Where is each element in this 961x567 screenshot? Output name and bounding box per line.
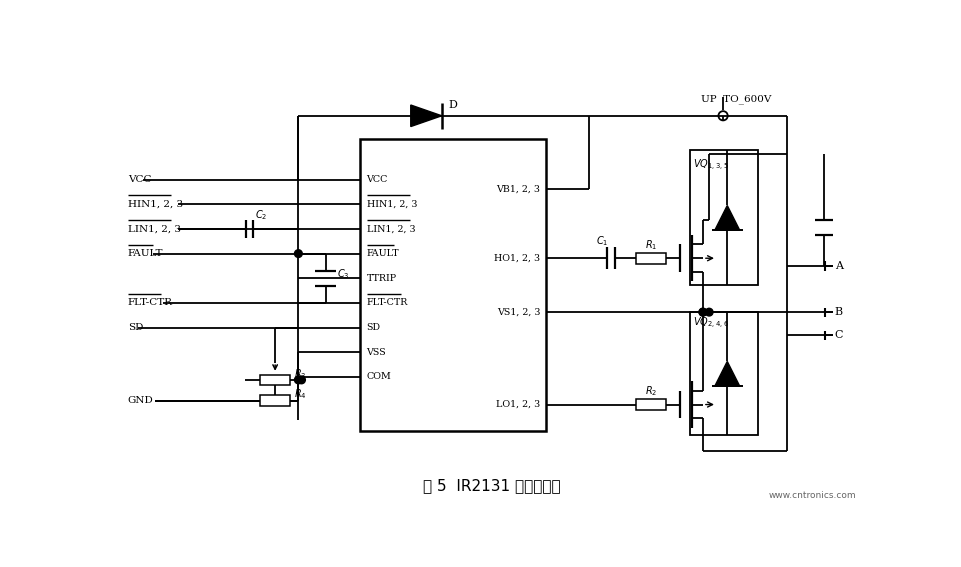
Text: $VQ_{2, 4, 6}$: $VQ_{2, 4, 6}$: [693, 316, 728, 331]
Text: HIN1, 2, 3: HIN1, 2, 3: [128, 200, 183, 209]
Text: $C_3$: $C_3$: [337, 268, 350, 281]
Text: $C_1$: $C_1$: [596, 234, 608, 248]
Text: C: C: [835, 330, 843, 340]
Text: FLT-CTR: FLT-CTR: [366, 298, 408, 307]
Text: $R_1$: $R_1$: [645, 238, 657, 252]
Text: LO1, 2, 3: LO1, 2, 3: [496, 400, 540, 409]
Text: $VQ_{1, 3, 5}$: $VQ_{1, 3, 5}$: [693, 158, 728, 174]
Text: VCC: VCC: [366, 175, 388, 184]
Circle shape: [294, 376, 303, 384]
Text: $C_2$: $C_2$: [255, 208, 267, 222]
Text: 图 5  IR2131 的驱动电路: 图 5 IR2131 的驱动电路: [423, 478, 561, 493]
Text: B: B: [835, 307, 843, 317]
Bar: [636, 253, 666, 264]
Circle shape: [298, 376, 306, 384]
Bar: [690, 312, 758, 435]
Polygon shape: [715, 361, 740, 386]
Circle shape: [705, 308, 713, 316]
Text: SD: SD: [128, 323, 143, 332]
Text: D: D: [448, 100, 456, 110]
Circle shape: [294, 249, 303, 257]
Text: VS1, 2, 3: VS1, 2, 3: [497, 308, 540, 316]
Text: $R_4$: $R_4$: [294, 388, 307, 401]
Text: TTRIP: TTRIP: [366, 274, 397, 283]
Circle shape: [699, 308, 706, 316]
Text: A: A: [835, 261, 843, 271]
Text: FAULT: FAULT: [128, 249, 163, 258]
Bar: [690, 150, 758, 285]
Bar: [360, 139, 547, 431]
Bar: [636, 399, 666, 410]
Text: SD: SD: [366, 323, 381, 332]
Polygon shape: [410, 105, 442, 126]
Text: UP  TO_600V: UP TO_600V: [702, 94, 772, 104]
Text: FAULT: FAULT: [366, 249, 399, 258]
Text: $R_2$: $R_2$: [645, 384, 657, 399]
Bar: [260, 374, 290, 386]
Text: VCC: VCC: [128, 175, 152, 184]
Text: COM: COM: [366, 373, 391, 382]
Text: HIN1, 2, 3: HIN1, 2, 3: [366, 200, 417, 209]
Text: www.cntronics.com: www.cntronics.com: [769, 491, 856, 500]
Text: HO1, 2, 3: HO1, 2, 3: [494, 253, 540, 263]
Text: VSS: VSS: [366, 348, 386, 357]
Text: VB1, 2, 3: VB1, 2, 3: [496, 184, 540, 193]
Bar: [260, 395, 290, 406]
Circle shape: [699, 308, 706, 316]
Text: GND: GND: [128, 396, 154, 405]
Text: FLT-CTR: FLT-CTR: [128, 298, 173, 307]
Text: LIN1, 2, 3: LIN1, 2, 3: [366, 225, 415, 234]
Polygon shape: [715, 205, 740, 230]
Text: $R_3$: $R_3$: [294, 367, 307, 380]
Text: LIN1, 2, 3: LIN1, 2, 3: [128, 225, 181, 234]
